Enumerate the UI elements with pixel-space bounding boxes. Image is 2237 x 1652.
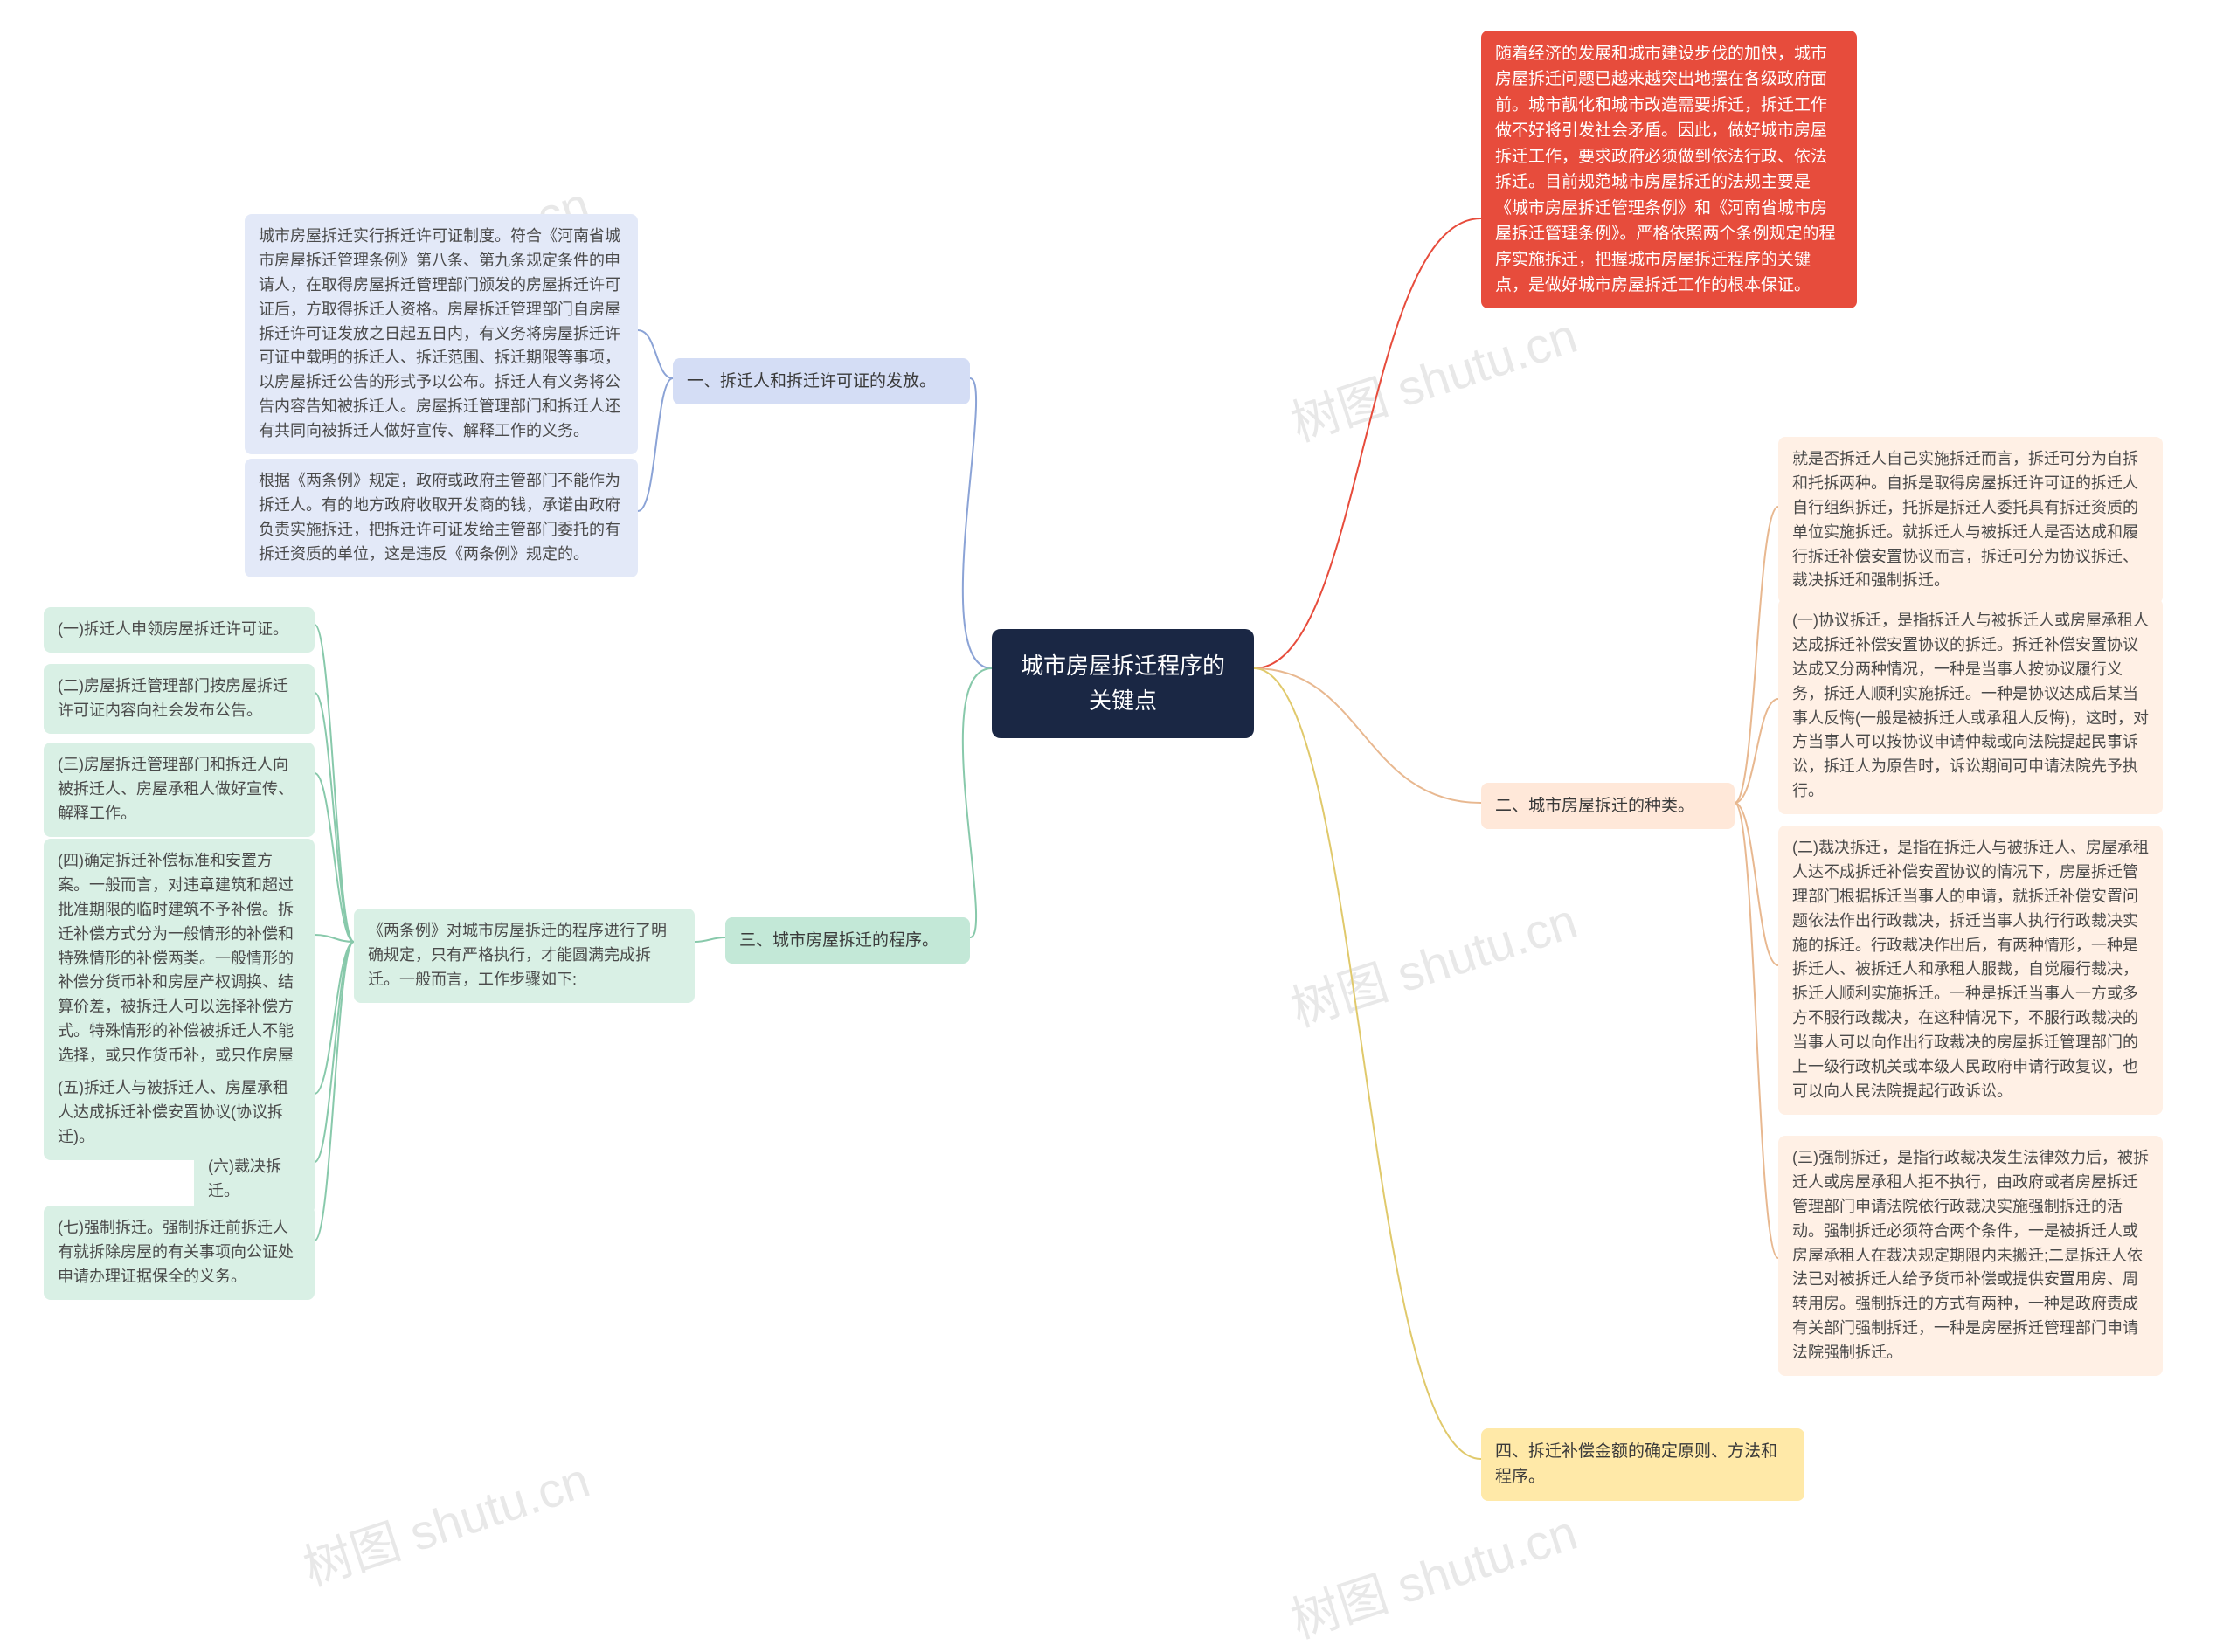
branch-3-leaf: (四)确定拆迁补偿标准和安置方案。一般而言，对违章建筑和超过批准期限的临时建筑不… [44,839,315,1103]
branch-1: 一、拆迁人和拆迁许可证的发放。 [673,358,970,404]
branch-3-leaf: (一)拆迁人申领房屋拆迁许可证。 [44,607,315,653]
watermark: 树图 shutu.cn [1281,297,1585,456]
branch-2-leaf: (三)强制拆迁，是指行政裁决发生法律效力后，被拆迁人或房屋承租人拒不执行，由政府… [1778,1136,2163,1376]
watermark: 树图 shutu.cn [1281,1494,1585,1652]
branch-3: 三、城市房屋拆迁的程序。 [725,917,970,964]
branch-2-leaf: 就是否拆迁人自己实施拆迁而言，拆迁可分为自拆和托拆两种。自拆是取得房屋拆迁许可证… [1778,437,2163,604]
branch-3-leaf: (六)裁决拆迁。 [194,1144,315,1214]
branch-4: 四、拆迁补偿金额的确定原则、方法和程序。 [1481,1428,1804,1501]
center-node: 城市房屋拆迁程序的关键点 [992,629,1254,738]
branch-1-leaf: 城市房屋拆迁实行拆迁许可证制度。符合《河南省城市房屋拆迁管理条例》第八条、第九条… [245,214,638,454]
branch-3-leaf: (三)房屋拆迁管理部门和拆迁人向被拆迁人、房屋承租人做好宣传、解释工作。 [44,743,315,837]
branch-3-leaf: (二)房屋拆迁管理部门按房屋拆迁许可证内容向社会发布公告。 [44,664,315,734]
intro-node: 随着经济的发展和城市建设步伐的加快，城市房屋拆迁问题已越来越突出地摆在各级政府面… [1481,31,1857,308]
branch-2: 二、城市房屋拆迁的种类。 [1481,783,1735,829]
branch-1-leaf: 根据《两条例》规定，政府或政府主管部门不能作为拆迁人。有的地方政府收取开发商的钱… [245,459,638,577]
branch-2-leaf: (二)裁决拆迁，是指在拆迁人与被拆迁人、房屋承租人达不成拆迁补偿安置协议的情况下… [1778,826,2163,1115]
branch-3-intro-leaf: 《两条例》对城市房屋拆迁的程序进行了明确规定，只有严格执行，才能圆满完成拆迁。一… [354,909,695,1003]
watermark: 树图 shutu.cn [1281,882,1585,1041]
branch-3-leaf: (七)强制拆迁。强制拆迁前拆迁人有就拆除房屋的有关事项向公证处申请办理证据保全的… [44,1206,315,1300]
branch-2-leaf: (一)协议拆迁，是指拆迁人与被拆迁人或房屋承租人达成拆迁补偿安置协议的拆迁。拆迁… [1778,598,2163,814]
watermark: 树图 shutu.cn [294,1441,598,1600]
